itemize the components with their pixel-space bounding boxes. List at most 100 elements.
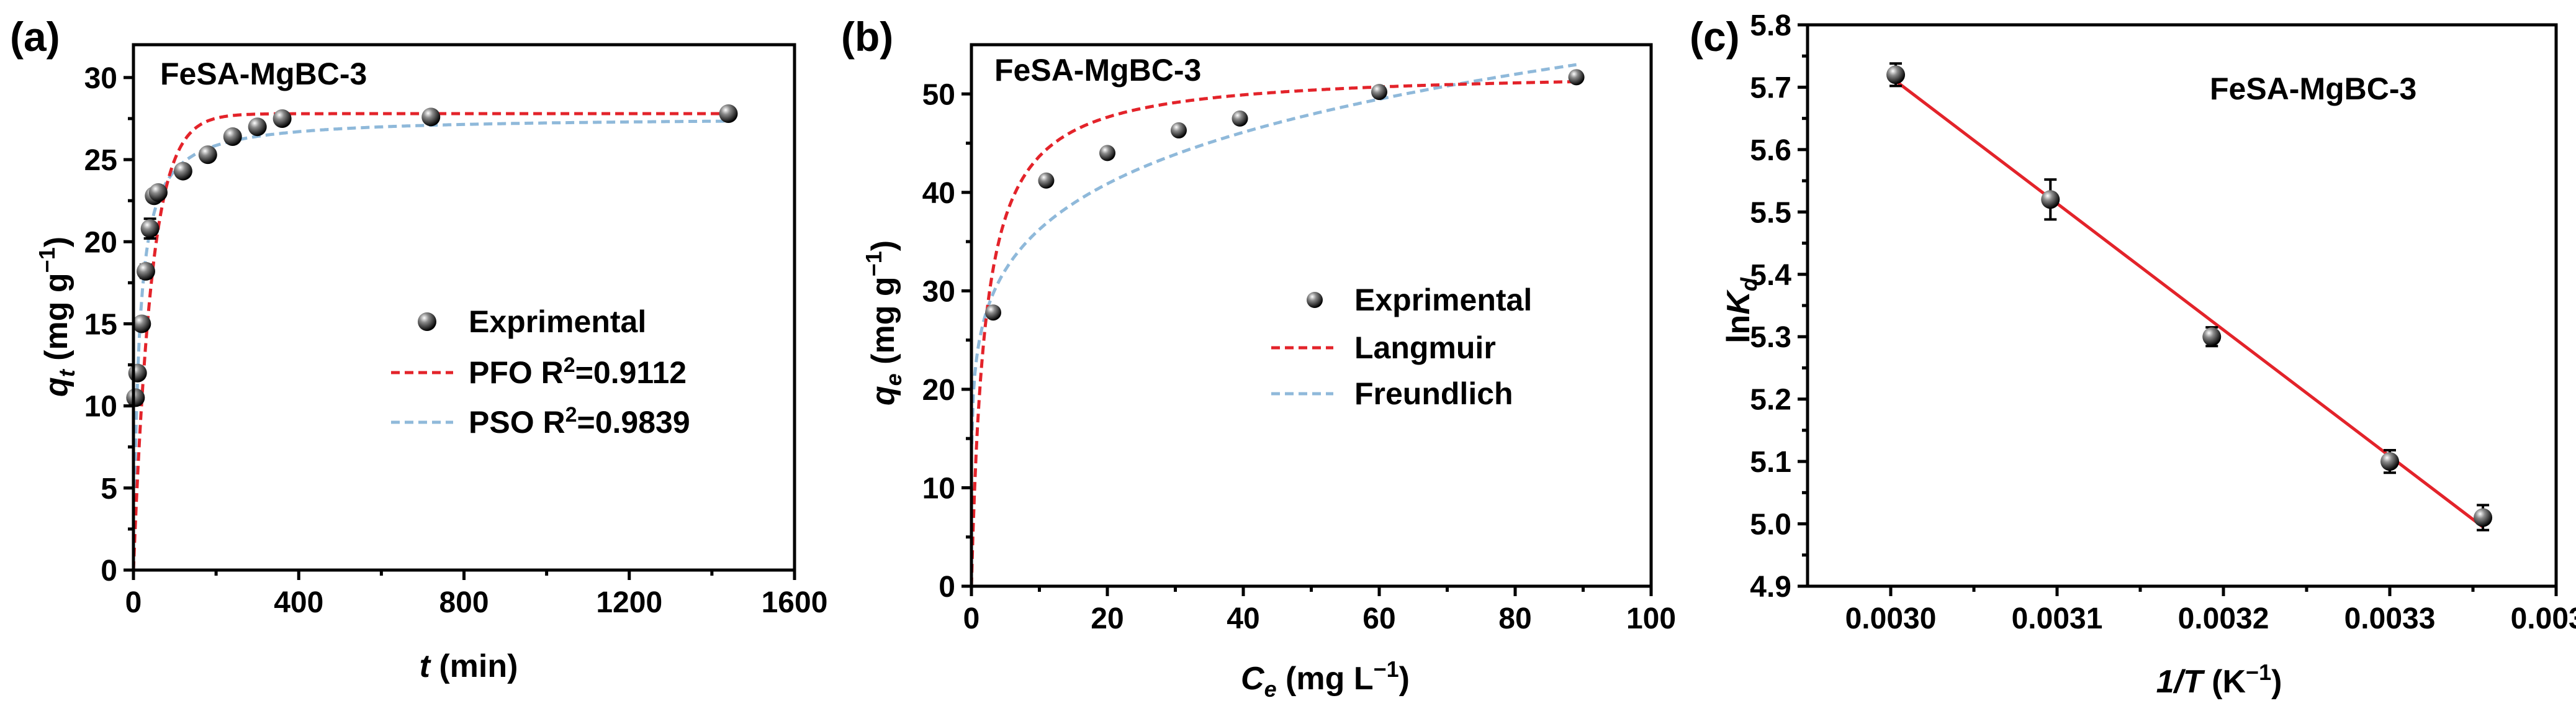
panel-c-y-tick-label: 4.9 <box>1750 571 1791 604</box>
panel-b-data-point <box>1568 69 1585 86</box>
panel-a-data-point <box>126 388 145 407</box>
legend-langmuir-label: Langmuir <box>1354 330 1496 365</box>
panel-c-y-tick-label: 5.6 <box>1750 134 1791 167</box>
panel-a-label: (a) <box>10 14 60 60</box>
panel-a-y-tick-label: 0 <box>101 555 117 587</box>
panel-b-data-point <box>1371 84 1387 101</box>
panel-c-y-tick-label: 5.4 <box>1750 259 1791 292</box>
panel-a-inset-title: FeSA-MgBC-3 <box>160 57 367 91</box>
panel-a-data-point <box>128 363 147 383</box>
panel-a-x-axis-label: t (min) <box>420 648 518 684</box>
panel-c-y-tick-label: 5.0 <box>1750 509 1791 542</box>
panel-a-x-tick-label: 800 <box>439 586 489 619</box>
legend-pfo-label: PFO R2=0.9112 <box>469 353 687 390</box>
panel-c-data-point <box>2380 452 2399 471</box>
panel-a-x-tick-label: 1600 <box>762 586 828 619</box>
panel-c-y-tick-label: 5.5 <box>1750 196 1791 229</box>
panel-a-data-point <box>421 107 441 127</box>
panel-c-x-tick-label: 0.0032 <box>2178 602 2269 635</box>
panel-b-legend: Exprimental Langmuir Freundlich <box>1271 283 1532 411</box>
panel-c-y-tick-label: 5.1 <box>1750 446 1791 479</box>
panel-a-y-tick-label: 5 <box>101 473 117 505</box>
panel-a-axes: 0 400 800 1200 1600 0 5 10 15 20 25 30 <box>84 43 828 619</box>
pso-fit-curve <box>132 119 729 571</box>
panel-b-data-point <box>985 304 1002 321</box>
panel-a-x-tick-label: 1200 <box>596 586 662 619</box>
panel-b-y-tick-label: 30 <box>922 275 955 308</box>
legend-exprimental-label: Exprimental <box>1354 283 1532 317</box>
panel-b-data-point <box>1170 122 1187 138</box>
panel-b-data-point <box>1099 145 1115 161</box>
panel-c-inset-title: FeSA-MgBC-3 <box>2210 71 2416 106</box>
panel-a-data-point <box>140 219 160 238</box>
panel-a-data-point <box>248 117 267 137</box>
panel-b-isotherm-chart: (b) FeSA-MgBC-3 0 20 40 60 80 10001020304050 … <box>841 14 1676 702</box>
panel-c-data-point <box>2474 508 2493 527</box>
panel-a-y-axis-label: qt (mg g−1) <box>34 237 79 397</box>
panel-a-y-tick-label: 25 <box>84 144 117 177</box>
panel-c-axis-frame <box>1806 23 2558 588</box>
panel-a-data-point <box>173 161 192 181</box>
legend-pso-label: PSO R2=0.9839 <box>469 403 690 440</box>
panel-c-axes: 0.0030 0.0031 0.0032 0.0033 0.0034 4.9 5.0 5.1 5… <box>1750 9 2576 635</box>
panel-a-plot-area <box>126 104 738 571</box>
panel-a-x-tick-label: 0 <box>125 586 142 619</box>
panel-b-data-point <box>1038 172 1055 189</box>
legend-exprimental-label: Exprimental <box>469 304 646 339</box>
panel-b-y-tick-label: 0 <box>939 571 955 604</box>
panel-c-x-tick-label: 0.0034 <box>2511 602 2576 635</box>
panel-a-y-tick-label: 30 <box>84 62 117 95</box>
panel-a-kinetics-chart: (a) FeSA-MgBC-3 0 400 800 1200 1600 0 5 10 15 20 2… <box>10 14 827 684</box>
panel-b-label: (b) <box>841 14 893 60</box>
panel-a-data-point <box>719 104 738 124</box>
panel-b-axes: 0 20 40 60 80 100 0 10 20 30 40 50 <box>922 43 1676 635</box>
legend-exprimental-marker <box>418 312 436 331</box>
panel-b-y-tick-label: 20 <box>922 374 955 407</box>
panel-c-y-tick-label: 5.8 <box>1750 9 1791 42</box>
panel-c-y-tick-label: 5.7 <box>1750 71 1791 104</box>
panel-c-label: (c) <box>1690 14 1740 60</box>
panel-a-data-point <box>198 145 217 165</box>
panel-c-x-tick-label: 0.0033 <box>2344 602 2436 635</box>
panel-b-x-tick-label: 20 <box>1091 602 1124 635</box>
panel-c-thermodynamic-chart: (c) FeSA-MgBC-3 0.0030 0.0031 0.0032 0.0033… <box>1690 9 2576 700</box>
panel-c-y-tick-label: 5.2 <box>1750 384 1791 417</box>
panel-b-x-axis-label: Ce (mg L−1) <box>1241 656 1410 702</box>
panel-b-x-tick-label: 0 <box>963 602 980 635</box>
panel-b-x-tick-label: 40 <box>1227 602 1259 635</box>
panel-b-axis-frame <box>970 43 1653 588</box>
panel-c-y-axis-label: lnKd <box>1721 277 1762 343</box>
panel-c-y-tick-label: 5.3 <box>1750 321 1791 354</box>
panel-a-legend: Exprimental PFO R2=0.9112 PSO R2=0.9839 <box>391 304 690 440</box>
panel-b-y-tick-label: 40 <box>922 177 955 210</box>
panel-a-y-tick-label: 10 <box>84 391 117 424</box>
linear-fit-line <box>1894 79 2484 528</box>
panel-c-data-point <box>1886 65 1906 84</box>
panel-b-x-tick-label: 100 <box>1626 602 1676 635</box>
panel-c-data-point <box>2202 327 2222 347</box>
panel-c-x-tick-label: 0.0030 <box>1845 602 1937 635</box>
panel-a-y-tick-label: 20 <box>84 226 117 259</box>
panel-b-x-tick-label: 80 <box>1498 602 1531 635</box>
panel-b-plot-area <box>970 63 1585 587</box>
panel-b-x-tick-label: 60 <box>1362 602 1395 635</box>
langmuir-fit-curve <box>970 80 1577 587</box>
panel-a-data-point <box>272 109 292 128</box>
panel-c-x-tick-label: 0.0031 <box>2012 602 2103 635</box>
panel-a-data-point <box>136 261 155 281</box>
panel-c-plot-area <box>1886 62 2493 532</box>
panel-c-x-axis-label: 1/T (K−1) <box>2156 659 2282 700</box>
panel-a-y-tick-label: 15 <box>84 308 117 341</box>
legend-exprimental-marker <box>1307 292 1323 308</box>
legend-freundlich-label: Freundlich <box>1354 376 1513 411</box>
freundlich-fit-curve <box>970 63 1577 445</box>
panel-a-data-point <box>132 314 151 333</box>
panel-b-data-point <box>1232 110 1248 127</box>
pfo-fit-curve <box>132 112 729 571</box>
panel-a-data-point <box>148 183 168 202</box>
panel-a-x-tick-label: 400 <box>274 586 323 619</box>
panel-b-inset-title: FeSA-MgBC-3 <box>994 53 1201 88</box>
panel-c-data-point <box>2041 190 2060 209</box>
panel-b-y-tick-label: 50 <box>922 78 955 111</box>
